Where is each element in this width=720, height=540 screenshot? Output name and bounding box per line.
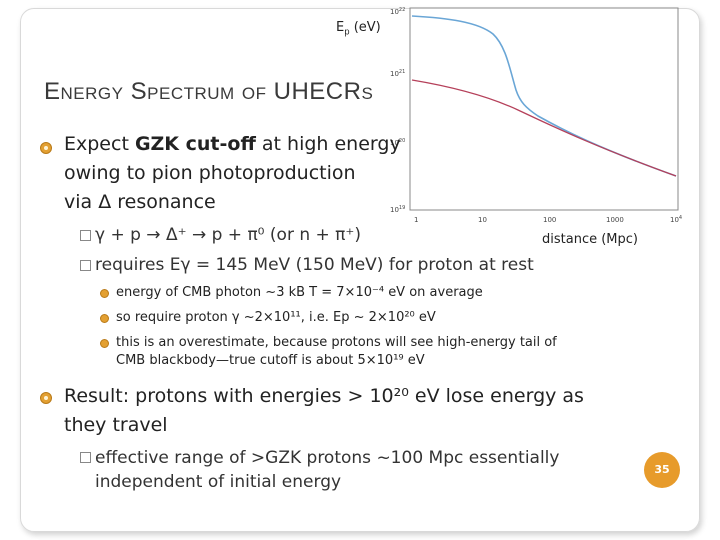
subbullet-cmb: energy of CMB photon ~3 kB T = 7×10⁻⁴ eV… xyxy=(116,285,483,300)
plot-svg: 1022 1021 1020 1019 1 10 100 1000 104 xyxy=(390,7,682,224)
bullet-flower-icon xyxy=(40,142,52,154)
y-tick-label: 1021 xyxy=(390,69,405,78)
page-number-badge: 35 xyxy=(644,452,680,488)
y-tick-label: 1019 xyxy=(390,205,405,214)
slide-title: Energy Spectrum of UHECRs xyxy=(44,78,374,105)
checkbox-bullet-icon xyxy=(80,230,91,241)
energy-distance-plot: 1022 1021 1020 1019 1 10 100 1000 104 xyxy=(388,0,688,230)
bullet-flower-icon xyxy=(100,314,109,323)
bullet-gzk: Expect GZK cut-off at high energy owing … xyxy=(64,133,401,213)
subbullet-overestimate: this is an overestimate, because protons… xyxy=(116,335,557,368)
subbullet-threshold: requires Eγ = 145 MeV (150 MeV) for prot… xyxy=(95,255,534,275)
bullet-flower-icon xyxy=(100,289,109,298)
y-tick-label: 1020 xyxy=(390,138,405,147)
y-axis-label: Ep (eV) xyxy=(336,20,381,37)
bullet-result: Result: protons with energies > 10²⁰ eV … xyxy=(64,385,584,436)
subbullet-reaction: γ + p → Δ⁺ → p + π⁰ (or n + π⁺) xyxy=(95,225,361,245)
x-tick-label: 100 xyxy=(543,216,556,224)
curve-lower xyxy=(411,79,677,177)
x-tick-label: 1 xyxy=(414,216,418,224)
bullet-flower-icon xyxy=(40,392,52,404)
bullet-flower-icon xyxy=(100,339,109,348)
subbullet-range: effective range of >GZK protons ~100 Mpc… xyxy=(95,448,560,492)
x-axis-label: distance (Mpc) xyxy=(542,232,638,247)
slide-frame xyxy=(20,8,700,532)
subbullet-gamma: so require proton γ ~2×10¹¹, i.e. Ep ~ 2… xyxy=(116,310,436,325)
x-tick-label: 104 xyxy=(670,215,682,224)
x-tick-label: 10 xyxy=(478,216,487,224)
plot-axes xyxy=(409,7,679,211)
y-tick-label: 1022 xyxy=(390,7,405,16)
checkbox-bullet-icon xyxy=(80,260,91,271)
checkbox-bullet-icon xyxy=(80,452,91,463)
x-tick-label: 1000 xyxy=(606,216,624,224)
